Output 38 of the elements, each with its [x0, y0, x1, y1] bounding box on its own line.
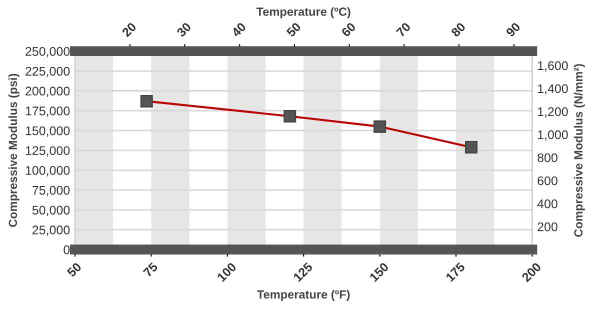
y-tick-label: 100,000 — [26, 166, 70, 176]
y2-tick-label: 600 — [538, 176, 558, 186]
x2-tick-label: 30 — [176, 22, 192, 38]
x-tick-label: 150 — [369, 262, 390, 282]
y2-tick-label: 1,000 — [538, 130, 568, 141]
x-tick-label: 100 — [216, 262, 237, 282]
y2-tick-label: 1,600 — [538, 61, 568, 72]
x-tick-label: 200 — [521, 262, 542, 282]
x2-axis-title: Temperature (ºC) — [256, 7, 350, 18]
y2-tick-label: 1,400 — [538, 84, 568, 95]
y-tick-label: 150,000 — [26, 126, 70, 137]
y-tick-label: 225,000 — [26, 66, 70, 78]
y-tick-label: 200,000 — [26, 86, 70, 98]
y-tick-label: 125,000 — [26, 146, 70, 157]
y2-tick-label: 1,200 — [538, 107, 568, 118]
x2-tick-label: 40 — [230, 22, 247, 38]
x-tick-label: 75 — [142, 262, 158, 278]
y-axis-title: Compressive Modulus (psi) — [8, 74, 20, 227]
y2-tick-label: 400 — [537, 199, 558, 208]
x-axis-title: Temperature (ºF) — [257, 290, 350, 301]
x2-tick-label: 80 — [450, 22, 466, 38]
y2-tick-label: 200 — [538, 222, 558, 232]
x2-tick-label: 90 — [505, 22, 521, 38]
x2-tick-label: 20 — [121, 22, 137, 38]
y-tick-label: 250,000 — [26, 47, 70, 58]
y-tick-label: 50,000 — [32, 206, 70, 216]
x-tick-label: 175 — [445, 262, 466, 282]
x-tick-label: 50 — [66, 262, 82, 278]
y-tick-label: 0 — [64, 245, 70, 254]
y-tick-label: 75,000 — [32, 186, 70, 196]
x2-tick-label: 50 — [286, 22, 302, 38]
y2-tick-label: 800 — [538, 153, 558, 162]
x2-tick-label: 60 — [340, 22, 356, 38]
y2-axis-title: Compressive Modulus (N/mm²) — [574, 64, 585, 237]
y-tick-label: 175,000 — [26, 106, 70, 117]
x-tick-label: 125 — [292, 262, 314, 282]
x2-tick-label: 70 — [396, 22, 412, 38]
y-tick-label: 25,000 — [32, 226, 70, 236]
